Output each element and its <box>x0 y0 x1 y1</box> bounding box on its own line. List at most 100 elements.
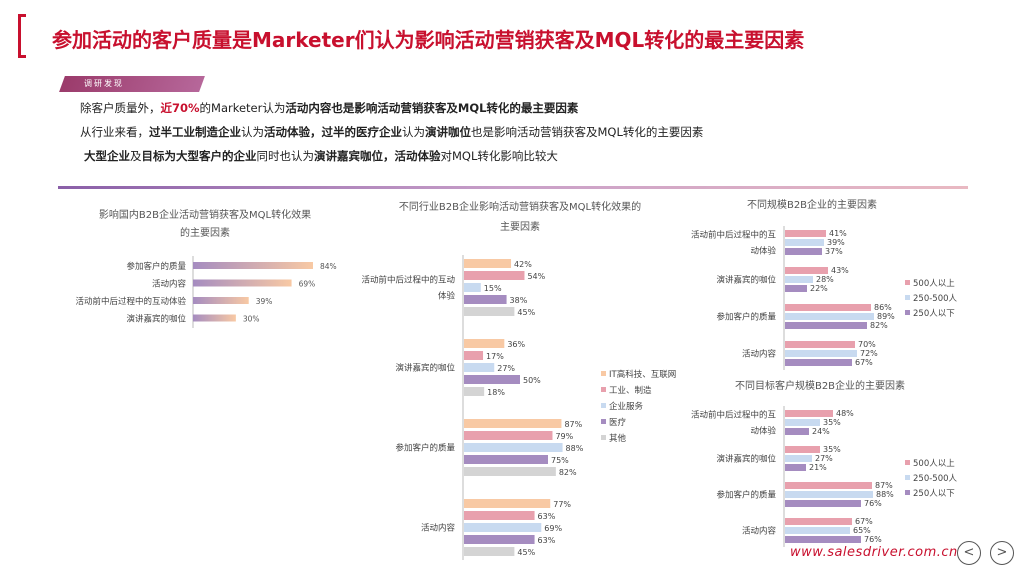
chart2-legend-swatch <box>601 387 606 392</box>
chart1-category-label: 活动前中后过程中的互动体验 <box>75 296 186 307</box>
chart3-value-label: 39% <box>827 238 845 247</box>
chart3-value-label: 67% <box>855 358 873 367</box>
chart1-bar <box>193 279 292 287</box>
chart2-bar <box>464 271 525 280</box>
chart3-legend-swatch <box>905 295 910 300</box>
chart4-bar <box>785 500 861 507</box>
page-title: 参加活动的客户质量是Marketer们认为影响活动营销获客及MQL转化的最主要因… <box>52 28 805 52</box>
chart2-legend-label: IT高科技、互联网 <box>609 369 676 380</box>
chart1-value-label: 30% <box>243 315 260 324</box>
chart3-value-label: 89% <box>877 312 895 321</box>
chart3-category-label: 参加客户的质量 <box>716 312 776 323</box>
chart2-bar <box>464 547 515 556</box>
intro-text: 同时也认为 <box>256 149 315 163</box>
chart3-bar <box>785 239 824 246</box>
chart4-legend-swatch <box>905 475 910 480</box>
chart2-bar <box>464 511 535 520</box>
chart3-value-label: 86% <box>874 303 892 312</box>
chart4-category-label: 参加客户的质量 <box>716 490 776 501</box>
next-page-button[interactable]: > <box>990 541 1014 565</box>
chart2-category-label: 演讲嘉宾的咖位 <box>395 363 455 374</box>
chart2-value-label: 54% <box>527 272 545 281</box>
chart2-value-label: 42% <box>514 260 532 269</box>
chart3-bar <box>785 359 852 366</box>
chart2-legend-swatch <box>601 371 606 376</box>
intro-bold: 演讲嘉宾咖位，活动体验 <box>314 149 441 163</box>
chart4-bar <box>785 455 812 462</box>
chart1-bar <box>193 262 313 269</box>
chart2-legend-label: 其他 <box>609 433 627 444</box>
intro-bold: 演讲咖位 <box>425 125 471 139</box>
chart3-value-label: 72% <box>860 349 878 358</box>
chart2-bar <box>464 467 556 476</box>
chart4-value-label: 35% <box>823 445 841 454</box>
chart3-value-label: 82% <box>870 321 888 330</box>
intro-line-3: 大型企业及目标为大型客户的企业同时也认为演讲嘉宾咖位，活动体验对MQL转化影响比… <box>84 148 558 164</box>
intro-text: 也是影响活动营销获客及MQL转化的主要因素 <box>471 125 704 139</box>
chart1-bar <box>193 297 249 304</box>
chart3-legend-swatch <box>905 310 910 315</box>
intro-bold: ， <box>310 125 322 139</box>
chart4-value-label: 88% <box>876 490 894 499</box>
chart2-legend-swatch <box>601 435 606 440</box>
chart2-value-label: 69% <box>544 524 562 533</box>
chart4-value-label: 35% <box>823 418 841 427</box>
chart3-bar <box>785 248 822 255</box>
chart4-value-label: 67% <box>855 517 873 526</box>
chart3-value-label: 22% <box>810 284 828 293</box>
chart2-value-label: 18% <box>487 388 505 397</box>
chart3-value-label: 41% <box>829 229 847 238</box>
intro-text: 从行业来看， <box>80 125 149 139</box>
chart1-category-label: 参加客户的质量 <box>126 261 186 272</box>
intro-bold: 目标为大型客户的企业 <box>141 149 257 163</box>
intro-text: 除客户质量外， <box>80 101 161 115</box>
chart3-bar <box>785 285 807 292</box>
chart2-bar <box>464 431 553 440</box>
chart2-category-label: 体验 <box>438 291 456 302</box>
chart4-category-label: 动体验 <box>750 426 776 437</box>
chart2-bar <box>464 455 548 464</box>
intro-text: 及 <box>130 149 142 163</box>
chart2-value-label: 63% <box>538 536 556 545</box>
chart3-value-label: 28% <box>816 275 834 284</box>
chart2-value-label: 82% <box>559 468 577 477</box>
chart4-value-label: 27% <box>815 454 833 463</box>
footer-url[interactable]: www.salesdriver.com.cn <box>790 545 958 560</box>
intro-bold: 过半的医疗企业 <box>321 125 403 139</box>
chart4-legend-swatch <box>905 460 910 465</box>
prev-page-button[interactable]: < <box>957 541 981 565</box>
chart2-legend-label: 企业服务 <box>609 401 644 412</box>
chart4-value-label: 87% <box>875 481 893 490</box>
chart4-legend-label: 500人以上 <box>913 459 955 469</box>
chart2-value-label: 79% <box>555 432 573 441</box>
chart2-legend-label: 工业、制造 <box>609 385 652 396</box>
chart2-legend-swatch <box>601 403 606 408</box>
chart4-bar <box>785 446 820 453</box>
chart4-title: 不同目标客户规模B2B企业的主要因素 <box>735 379 905 392</box>
chart1-title: 的主要因素 <box>180 226 230 239</box>
chart2-value-label: 77% <box>553 500 571 509</box>
chart2-bar <box>464 339 505 348</box>
chart2-legend-swatch <box>601 419 606 424</box>
chart3-legend-label: 250-500人 <box>913 294 958 304</box>
chart2-value-label: 36% <box>507 340 525 349</box>
chart2-value-label: 27% <box>497 364 515 373</box>
chart3-value-label: 37% <box>825 247 843 256</box>
chart4-value-label: 76% <box>864 535 882 544</box>
chart4-bar <box>785 536 861 543</box>
chart3-category-label: 活动前中后过程中的互 <box>691 230 777 241</box>
chart4-legend-swatch <box>905 490 910 495</box>
chart2-value-label: 38% <box>510 296 528 305</box>
chart4-bar <box>785 464 806 471</box>
chart2-bar <box>464 499 551 508</box>
chart2-category-label: 活动内容 <box>421 523 456 534</box>
intro-text: 认为 <box>402 125 425 139</box>
chart1-category-label: 演讲嘉宾的咖位 <box>126 314 186 325</box>
chart1-value-label: 69% <box>299 280 316 289</box>
intro-bold: 大型企业 <box>84 149 130 163</box>
chart2-bar <box>464 283 481 292</box>
section-badge-label: 调研发现 <box>84 79 124 88</box>
chart3-value-label: 70% <box>858 340 876 349</box>
chart4-value-label: 76% <box>864 499 882 508</box>
